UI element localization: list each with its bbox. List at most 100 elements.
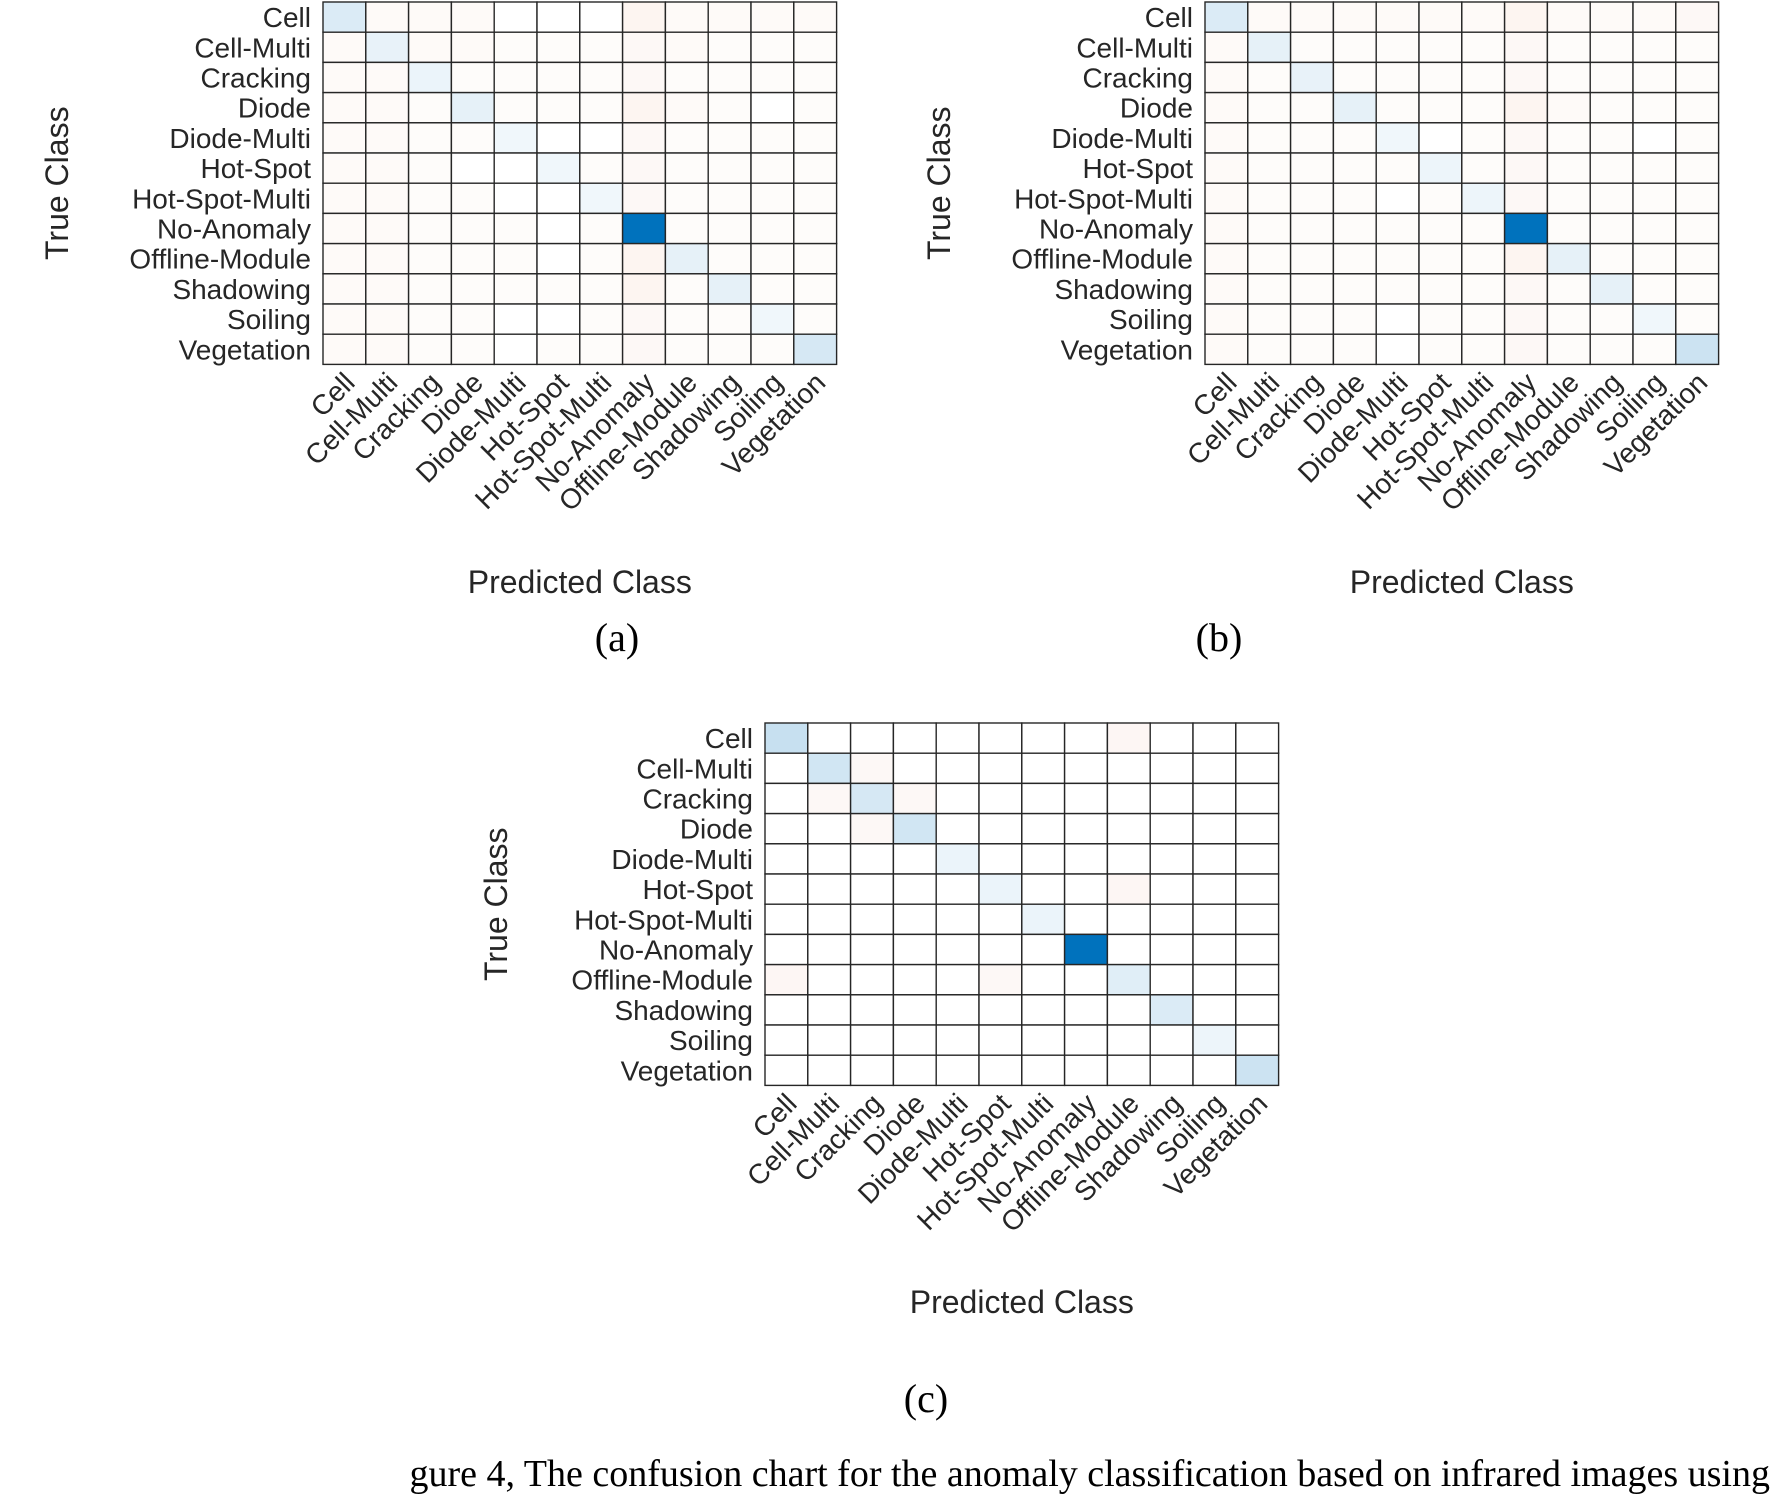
y-tick-label: Shadowing — [614, 995, 753, 1026]
matrix-cell — [1235, 812, 1280, 845]
matrix-cell — [1418, 182, 1463, 215]
matrix-cell — [1289, 303, 1335, 335]
matrix-cell — [1503, 1, 1549, 33]
matrix-cell — [1418, 303, 1463, 335]
matrix-cell — [1332, 303, 1377, 335]
matrix-cell — [764, 933, 809, 966]
figure-caption-text: gure 4, The confusion chart for the anom… — [409, 1453, 1770, 1495]
matrix-cell — [1235, 1024, 1280, 1056]
matrix-cell — [1418, 1, 1463, 33]
matrix-cell — [935, 782, 980, 815]
matrix-cell — [707, 122, 752, 154]
matrix-cell — [935, 933, 980, 966]
matrix-cell — [1204, 303, 1249, 335]
matrix-cell — [1106, 994, 1151, 1026]
matrix-cell — [450, 273, 495, 305]
matrix-cell — [1503, 333, 1549, 366]
matrix-cell — [892, 722, 937, 754]
x-axis-title: Predicted Class — [468, 564, 692, 600]
matrix-cell — [621, 152, 667, 184]
panel-label: (a) — [595, 615, 639, 660]
matrix-cell — [1192, 994, 1237, 1026]
matrix-cell — [1332, 152, 1377, 184]
matrix-cell — [1332, 122, 1377, 154]
matrix-cell — [407, 212, 453, 245]
matrix-cell — [1632, 182, 1677, 215]
matrix-cell — [1589, 91, 1634, 124]
matrix-cell — [1546, 1, 1591, 33]
matrix-cell — [892, 1054, 937, 1087]
matrix-cell — [1375, 182, 1420, 215]
matrix-cell — [935, 812, 980, 845]
matrix-cell — [750, 1, 795, 33]
matrix-cell — [1204, 273, 1249, 305]
y-tick-label: Offline-Module — [571, 965, 753, 996]
matrix-cell — [978, 873, 1023, 905]
matrix-cell — [1204, 91, 1249, 124]
matrix-cell — [935, 1024, 980, 1056]
matrix-cell — [892, 782, 937, 815]
y-tick-label: Cell-Multi — [194, 32, 311, 63]
matrix-cell — [536, 31, 581, 64]
matrix-cell — [1021, 903, 1066, 936]
matrix-cell — [1375, 122, 1420, 154]
matrix-cell — [1461, 91, 1506, 124]
matrix-cell — [1332, 61, 1377, 94]
matrix-cell — [493, 212, 538, 245]
matrix-cell — [935, 994, 980, 1026]
matrix-cell — [1149, 963, 1194, 996]
matrix-cell — [750, 91, 795, 124]
matrix-cell — [1021, 1054, 1066, 1087]
matrix-cell — [849, 873, 895, 905]
matrix-cell — [1204, 31, 1249, 64]
matrix-cell — [750, 61, 795, 94]
matrix-cell — [1418, 242, 1463, 275]
matrix-cell — [1332, 1, 1377, 33]
matrix-cell — [1149, 782, 1194, 815]
matrix-cell — [1149, 812, 1194, 845]
matrix-cell — [1589, 242, 1634, 275]
matrix-cell — [536, 242, 581, 275]
matrix-cell — [1192, 873, 1237, 905]
matrix-cell — [664, 182, 709, 215]
matrix-cell — [1247, 152, 1292, 184]
matrix-cell — [1375, 242, 1420, 275]
matrix-cell — [1461, 303, 1506, 335]
matrix-cell — [1589, 333, 1634, 366]
y-tick-label: Vegetation — [1061, 334, 1193, 365]
matrix-cell — [1192, 782, 1237, 815]
matrix-cell — [1632, 1, 1677, 33]
matrix-cell — [621, 182, 667, 215]
matrix-cell — [1204, 333, 1249, 366]
matrix-cell — [1589, 273, 1634, 305]
matrix-cell — [935, 873, 980, 905]
matrix-cell — [536, 122, 581, 154]
matrix-cell — [1106, 782, 1151, 815]
y-tick-label: Diode-Multi — [611, 844, 753, 875]
matrix-cell — [536, 303, 581, 335]
matrix-cell — [493, 273, 538, 305]
matrix-cell — [1503, 303, 1549, 335]
matrix-cell — [1375, 1, 1420, 33]
confusion-matrix-panel: CellCell-MultiCrackingDiodeDiode-MultiHo… — [921, 1, 1720, 660]
matrix-cell — [1375, 152, 1420, 184]
matrix-cell — [365, 152, 410, 184]
matrix-cell — [1546, 91, 1591, 124]
matrix-cell — [407, 61, 453, 94]
matrix-cell — [664, 152, 709, 184]
matrix-cell — [750, 31, 795, 64]
matrix-cell — [1021, 933, 1066, 966]
matrix-cell — [1418, 333, 1463, 366]
matrix-cell — [807, 843, 852, 875]
matrix-cell — [322, 303, 367, 335]
matrix-cell — [1675, 212, 1720, 245]
matrix-cell — [1675, 182, 1720, 215]
matrix-cell — [1632, 31, 1677, 64]
matrix-cell — [621, 333, 667, 366]
matrix-cell — [450, 152, 495, 184]
matrix-cell — [1235, 963, 1280, 996]
matrix-cell — [1063, 812, 1109, 845]
y-tick-label: No-Anomaly — [157, 214, 311, 245]
matrix-cell — [1289, 1, 1335, 33]
matrix-cell — [1247, 91, 1292, 124]
